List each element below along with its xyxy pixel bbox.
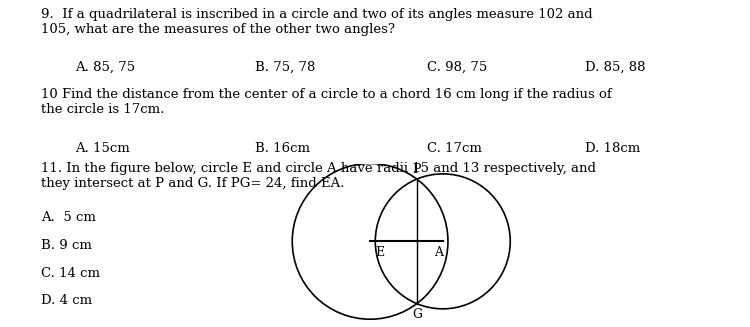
Text: A: A xyxy=(434,246,443,259)
Text: B. 9 cm: B. 9 cm xyxy=(41,239,92,252)
Text: E: E xyxy=(375,246,384,259)
Text: G: G xyxy=(412,308,422,321)
Text: A.  5 cm: A. 5 cm xyxy=(41,211,96,224)
Text: C. 98, 75: C. 98, 75 xyxy=(427,60,488,74)
Text: 10 Find the distance from the center of a circle to a chord 16 cm long if the ra: 10 Find the distance from the center of … xyxy=(41,88,612,116)
Text: B. 75, 78: B. 75, 78 xyxy=(255,60,315,74)
Text: 9.  If a quadrilateral is inscribed in a circle and two of its angles measure 10: 9. If a quadrilateral is inscribed in a … xyxy=(41,8,592,36)
Text: D. 4 cm: D. 4 cm xyxy=(41,294,92,307)
Text: A. 85, 75: A. 85, 75 xyxy=(75,60,135,74)
Text: B. 16cm: B. 16cm xyxy=(255,142,310,155)
Text: C. 14 cm: C. 14 cm xyxy=(41,267,101,280)
Text: P: P xyxy=(413,163,421,176)
Text: C. 17cm: C. 17cm xyxy=(427,142,482,155)
Text: A. 15cm: A. 15cm xyxy=(75,142,130,155)
Text: D. 18cm: D. 18cm xyxy=(585,142,640,155)
Text: D. 85, 88: D. 85, 88 xyxy=(585,60,646,74)
Text: 11. In the figure below, circle E and circle A have radii 15 and 13 respectively: 11. In the figure below, circle E and ci… xyxy=(41,162,596,190)
